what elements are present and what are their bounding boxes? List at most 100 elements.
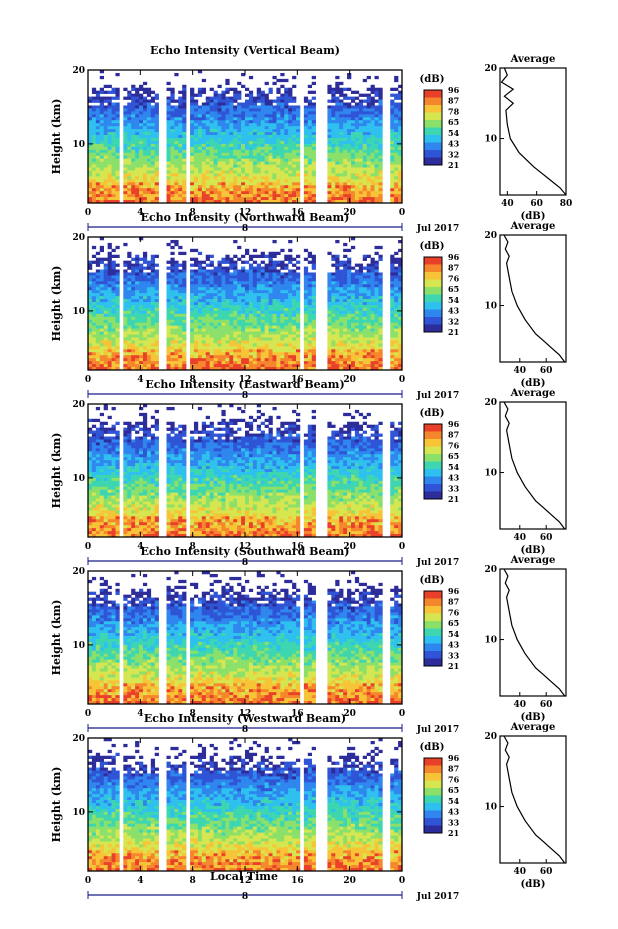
heatmap-cell xyxy=(268,281,273,285)
heatmap-cell xyxy=(327,105,332,109)
heatmap-cell xyxy=(276,269,281,273)
heatmap-cell xyxy=(288,334,293,338)
heatmap-cell xyxy=(95,260,101,264)
heatmap-cell xyxy=(296,164,301,168)
heatmap-cell xyxy=(311,316,316,321)
heatmap-cell xyxy=(150,194,156,198)
heatmap-cell xyxy=(237,132,242,136)
heatmap-cell xyxy=(276,176,281,180)
heatmap-cell xyxy=(115,284,120,288)
heatmap-cell xyxy=(354,334,360,338)
heatmap-cell xyxy=(217,313,222,318)
heatmap-cell xyxy=(182,188,187,192)
heatmap-cell xyxy=(256,191,261,195)
heatmap-cell xyxy=(335,152,340,157)
average-x-tick-label: 60 xyxy=(530,199,543,209)
heatmap-cell xyxy=(135,331,140,335)
heatmap-cell xyxy=(288,343,293,347)
heatmap-cell xyxy=(272,191,277,195)
heatmap-cell xyxy=(284,87,289,91)
heatmap-cell xyxy=(335,287,340,291)
heatmap-cell xyxy=(201,346,207,350)
heatmap-cell xyxy=(225,194,230,198)
heatmap-cell xyxy=(276,149,281,154)
heatmap-cell xyxy=(331,105,336,109)
heatmap-cell xyxy=(311,179,316,183)
heatmap-cell xyxy=(394,75,399,80)
heatmap-cell xyxy=(339,140,344,145)
heatmap-cell xyxy=(142,296,148,300)
heatmap-cell xyxy=(88,284,93,288)
heatmap-cell xyxy=(146,179,152,183)
heatmap-cell xyxy=(95,310,101,315)
heatmap-cell xyxy=(331,325,336,329)
heatmap-cell xyxy=(205,343,210,347)
colorbar-tick-label: 87 xyxy=(448,96,459,106)
heatmap-cell xyxy=(327,296,332,300)
heatmap-cell xyxy=(347,161,352,165)
heatmap-cell xyxy=(233,293,238,297)
heatmap-cell xyxy=(303,146,309,151)
heatmap-cell xyxy=(91,278,97,282)
heatmap-cell xyxy=(225,322,230,326)
heatmap-cell xyxy=(358,176,364,180)
heatmap-cell xyxy=(303,182,309,186)
heatmap-cell xyxy=(350,182,356,186)
heatmap-cell xyxy=(288,105,293,109)
heatmap-cell xyxy=(276,251,281,256)
heatmap-cell xyxy=(107,146,112,151)
heatmap-cell xyxy=(91,99,97,103)
heatmap-cell xyxy=(217,152,222,157)
heatmap-cell xyxy=(398,140,403,145)
heatmap-cell xyxy=(178,132,183,136)
heatmap-cell xyxy=(268,349,273,353)
heatmap-cell xyxy=(111,161,116,165)
heatmap-cell xyxy=(374,117,379,121)
heatmap-cell xyxy=(335,120,340,124)
heatmap-cell xyxy=(276,304,281,309)
heatmap-cell xyxy=(272,346,277,350)
heatmap-cell xyxy=(241,129,246,133)
heatmap-cell xyxy=(288,319,293,324)
heatmap-cell xyxy=(343,108,348,112)
heatmap-cell xyxy=(88,176,93,180)
heatmap-cell xyxy=(256,266,261,270)
heatmap-cell xyxy=(303,99,309,103)
heatmap-cell xyxy=(193,132,199,136)
heatmap-cell xyxy=(335,137,340,142)
heatmap-cell xyxy=(347,287,352,291)
heatmap-cell xyxy=(252,132,258,136)
heatmap-cell xyxy=(139,337,144,341)
heatmap-cell xyxy=(103,129,108,133)
heatmap-cell xyxy=(394,185,399,189)
heatmap-cell xyxy=(213,290,218,294)
heatmap-cell xyxy=(127,137,132,142)
heatmap-cell xyxy=(390,322,395,326)
heatmap-cell xyxy=(139,135,144,139)
heatmap-cell xyxy=(131,337,136,341)
heatmap-cell xyxy=(264,302,269,306)
heatmap-cell xyxy=(221,334,226,338)
heatmap-cell xyxy=(398,313,403,318)
heatmap-cell xyxy=(378,152,383,157)
heatmap-cell xyxy=(229,137,234,142)
heatmap-cell xyxy=(311,188,316,192)
heatmap-cell xyxy=(307,343,313,347)
heatmap-cell xyxy=(91,245,97,250)
heatmap-cell xyxy=(91,343,97,347)
heatmap-cell xyxy=(350,325,356,329)
heatmap-cell xyxy=(190,328,195,332)
heatmap-cell xyxy=(142,182,148,186)
heatmap-cell xyxy=(292,185,297,189)
heatmap-cell xyxy=(201,322,207,326)
heatmap-cell xyxy=(331,123,336,127)
heatmap-cell xyxy=(307,111,313,115)
heatmap-cell xyxy=(370,260,375,264)
heatmap-cell xyxy=(225,164,230,168)
heatmap-cell xyxy=(123,137,128,142)
heatmap-cell xyxy=(123,155,128,159)
heatmap-cell xyxy=(268,260,273,264)
heatmap-cell xyxy=(111,146,116,151)
heatmap-cell xyxy=(193,290,199,294)
heatmap-cell xyxy=(292,200,297,204)
